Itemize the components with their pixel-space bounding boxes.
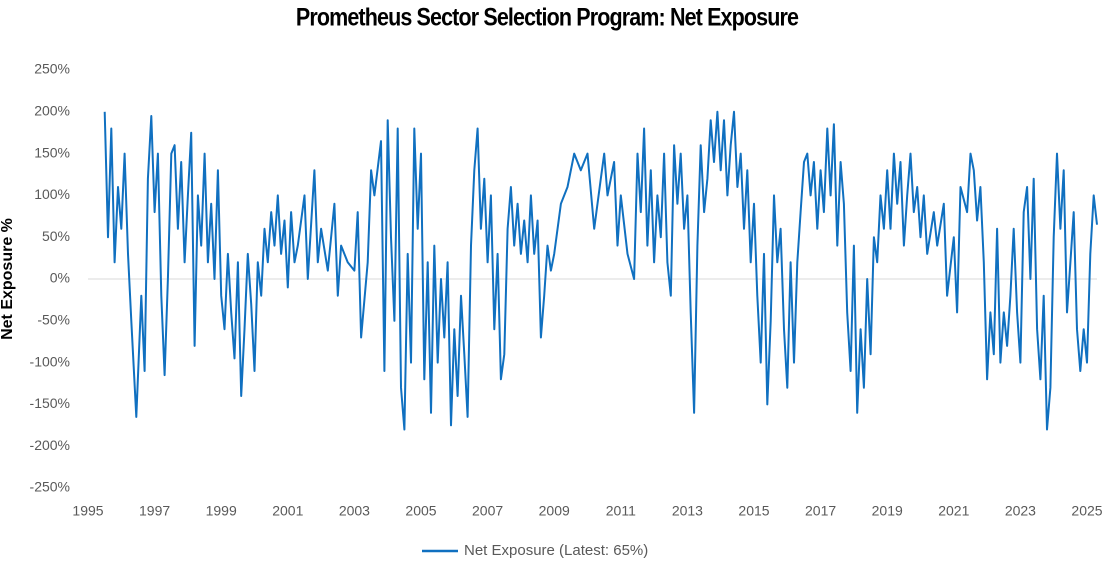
y-tick-label: -50% bbox=[37, 312, 70, 328]
x-tick-label: 2025 bbox=[1071, 503, 1102, 519]
y-tick-label: -250% bbox=[30, 479, 70, 495]
x-tick-label: 2017 bbox=[805, 503, 836, 519]
x-tick-label: 2019 bbox=[872, 503, 903, 519]
y-tick-label: 100% bbox=[34, 186, 70, 202]
y-tick-label: 50% bbox=[42, 228, 70, 244]
y-axis-label: Net Exposure % bbox=[0, 218, 16, 340]
legend-label: Net Exposure (Latest: 65%) bbox=[464, 542, 648, 559]
x-tick-label: 1997 bbox=[139, 503, 170, 519]
y-tick-label: 0% bbox=[50, 270, 70, 286]
series-line bbox=[103, 110, 1098, 431]
x-tick-label: 2023 bbox=[1005, 503, 1036, 519]
x-tick-label: 2015 bbox=[738, 503, 769, 519]
y-tick-label: 150% bbox=[34, 144, 70, 160]
x-tick-label: 2007 bbox=[472, 503, 503, 519]
x-tick-label: 2013 bbox=[672, 503, 703, 519]
y-tick-label: 200% bbox=[34, 103, 70, 119]
x-tick-label: 1999 bbox=[206, 503, 237, 519]
y-tick-label: -100% bbox=[30, 353, 70, 369]
y-tick-label: -150% bbox=[30, 395, 70, 411]
x-tick-label: 2003 bbox=[339, 503, 370, 519]
y-tick-label: 250% bbox=[34, 61, 70, 77]
x-tick-label: 1995 bbox=[72, 503, 103, 519]
x-tick-label: 2011 bbox=[606, 503, 636, 519]
x-tick-label: 2001 bbox=[272, 503, 303, 519]
x-tick-label: 2005 bbox=[405, 503, 436, 519]
x-tick-label: 2009 bbox=[539, 503, 570, 519]
x-tick-label: 2021 bbox=[938, 503, 969, 519]
chart-title: Prometheus Sector Selection Program: Net… bbox=[296, 3, 799, 31]
y-tick-label: -200% bbox=[30, 437, 70, 453]
